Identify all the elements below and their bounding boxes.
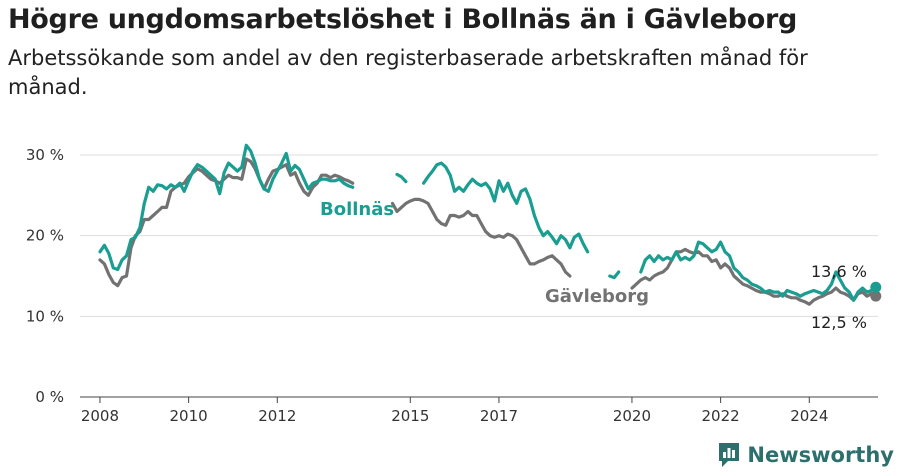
- series-line-bollnas: [98, 143, 355, 272]
- x-tick-label: 2015: [391, 407, 429, 425]
- series-lines: [98, 143, 882, 306]
- x-tick-label: 2022: [702, 407, 740, 425]
- end-label-gavleborg: 12,5 %: [811, 313, 867, 332]
- series-end-point-bollnas: [870, 281, 882, 293]
- series-labels: Bollnäs Gävleborg 13,6 % 12,5 %: [320, 199, 867, 332]
- x-tick-label: 2020: [613, 407, 651, 425]
- y-tick-label: 20 %: [26, 227, 64, 245]
- series-line-bollnas: [422, 161, 590, 254]
- series-line-gavleborg: [390, 197, 572, 278]
- y-tick-label: 30 %: [26, 146, 64, 164]
- y-axis-tick-labels: 0 % 10 % 20 % 30 %: [26, 146, 64, 406]
- series-label-gavleborg: Gävleborg: [545, 286, 649, 307]
- y-tick-label: 0 %: [35, 388, 64, 406]
- x-tick-label: 2024: [790, 407, 828, 425]
- brand-logo: Newsworthy: [717, 442, 894, 468]
- x-tick-label: 2008: [81, 407, 119, 425]
- x-tick-label: 2017: [480, 407, 518, 425]
- x-axis: [80, 396, 878, 403]
- series-line-bollnas: [639, 240, 878, 302]
- chart-subtitle: Arbetssökande som andel av den registerb…: [8, 46, 808, 99]
- series-line-bollnas: [395, 172, 408, 184]
- series-line-bollnas: [608, 270, 621, 280]
- x-tick-label: 2012: [258, 407, 296, 425]
- series-line-gavleborg: [98, 157, 355, 288]
- chart-title: Högre ungdomsarbetslöshet i Bollnäs än i…: [8, 4, 797, 35]
- x-tick-label: 2010: [170, 407, 208, 425]
- newsworthy-logo-icon: [719, 443, 740, 467]
- series-label-bollnas: Bollnäs: [320, 199, 394, 220]
- grid-lines: [80, 154, 878, 317]
- series-end-point-gavleborg: [870, 290, 882, 302]
- y-tick-label: 10 %: [26, 307, 64, 325]
- end-label-bollnas: 13,6 %: [811, 262, 867, 281]
- brand-name: Newsworthy: [747, 443, 894, 467]
- x-axis-tick-labels: 2008 2010 2012 2015 2017 2020 2022 2024: [81, 407, 829, 425]
